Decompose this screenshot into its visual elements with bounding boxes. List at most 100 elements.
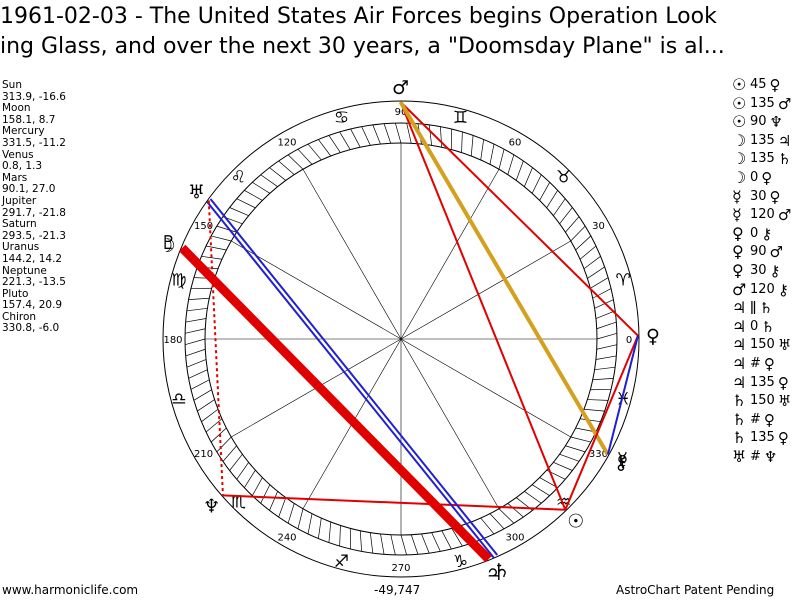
aspect-planet-2: ♃ bbox=[777, 131, 792, 150]
band-tick bbox=[489, 143, 495, 165]
aspect-row: ♃ 0 ♄ bbox=[732, 316, 791, 337]
aspect-row: ♀ 0 ⚷ bbox=[732, 223, 791, 244]
zodiac-glyph: ♊ bbox=[453, 108, 468, 128]
aspect-value: 0 bbox=[750, 225, 759, 241]
band-tick bbox=[328, 521, 332, 543]
band-tick bbox=[570, 436, 591, 443]
aspect-planet-1: ♀ bbox=[732, 223, 744, 243]
band-tick bbox=[531, 484, 550, 496]
band-tick bbox=[339, 525, 341, 547]
aspect-planet-2: ♂ bbox=[777, 94, 792, 113]
band-tick bbox=[244, 190, 263, 201]
band-tick bbox=[596, 344, 618, 350]
aspect-row: ♀ 90 ♂ bbox=[732, 243, 791, 262]
band-tick bbox=[570, 225, 586, 242]
band-tick bbox=[592, 378, 614, 381]
aspect-value: 30 bbox=[750, 262, 767, 278]
degree-label: 150 bbox=[194, 221, 213, 232]
aspect-planet-2: ♄ bbox=[761, 317, 775, 336]
spoke-line bbox=[400, 338, 500, 509]
band-tick bbox=[594, 299, 614, 309]
planet-neptune-coords: 221.3, -13.5 bbox=[2, 276, 66, 289]
planet-glyph: ♂ bbox=[392, 77, 409, 99]
aspect-planet-1: ☉ bbox=[732, 112, 747, 132]
aspect-planet-1: ♃ bbox=[732, 316, 747, 336]
band-tick bbox=[592, 288, 612, 299]
band-tick bbox=[186, 359, 207, 368]
aspect-row: ♃ ǁ ♄ bbox=[732, 299, 791, 318]
aspect-planet-2: ♆ bbox=[769, 113, 783, 132]
aspect-planet-1: ♀ bbox=[732, 242, 744, 262]
planet-pluto-name: Pluto bbox=[2, 287, 29, 300]
planet-jupiter-coords: 291.7, -21.8 bbox=[2, 206, 66, 219]
degree-label: 240 bbox=[277, 532, 296, 543]
aspect-value: 45 bbox=[750, 77, 767, 92]
aspect-row: ☿ 30 ♀ bbox=[732, 186, 791, 207]
band-tick bbox=[287, 503, 295, 524]
planet-pluto-coords: 157.4, 20.9 bbox=[2, 299, 63, 312]
aspect-planet-2: ⚷ bbox=[769, 261, 781, 280]
band-tick bbox=[596, 333, 618, 340]
aspect-row: ♅ # ♆ bbox=[732, 447, 791, 467]
band-tick bbox=[498, 149, 505, 170]
footer-credit: AstroChart Patent Pending bbox=[616, 583, 775, 597]
aspect-value: ǁ bbox=[750, 300, 757, 316]
degree-label: 210 bbox=[194, 449, 213, 460]
aspect-value: 150 bbox=[750, 393, 775, 409]
band-tick bbox=[390, 534, 396, 556]
aspect-value: # bbox=[750, 411, 761, 427]
band-tick bbox=[361, 126, 371, 146]
band-tick bbox=[317, 518, 322, 539]
aspect-line bbox=[207, 200, 224, 496]
band-tick bbox=[498, 508, 515, 524]
band-tick bbox=[278, 160, 295, 175]
band-tick bbox=[216, 225, 237, 233]
aspect-value: 120 bbox=[750, 207, 775, 223]
degree-label: 180 bbox=[163, 335, 182, 346]
band-tick bbox=[318, 139, 332, 157]
planet-glyph: ☽ bbox=[159, 235, 176, 257]
planet-glyph: ♃ bbox=[486, 563, 503, 585]
band-tick bbox=[229, 207, 249, 216]
planet-glyph: ♄ bbox=[493, 560, 510, 582]
band-tick bbox=[400, 534, 407, 556]
aspect-planet-2: ♆ bbox=[763, 447, 778, 466]
band-tick bbox=[595, 310, 616, 319]
aspect-line bbox=[398, 100, 610, 456]
band-tick bbox=[297, 148, 313, 165]
band-tick bbox=[395, 122, 402, 144]
band-tick bbox=[470, 135, 474, 157]
aspect-row: ♃ 135 ♀ bbox=[732, 373, 791, 393]
aspect-planet-1: ☿ bbox=[732, 186, 742, 206]
band-tick bbox=[307, 143, 322, 161]
band-tick bbox=[185, 318, 207, 323]
band-tick bbox=[451, 528, 463, 547]
band-tick bbox=[489, 513, 505, 530]
degree-label: 120 bbox=[277, 138, 296, 149]
planet-sun-coords: 313.9, -16.6 bbox=[2, 90, 66, 103]
chart-title: 1961-02-03 - The United States Air Force… bbox=[0, 2, 800, 62]
aspect-planet-2: ♀ bbox=[763, 354, 775, 373]
band-tick bbox=[515, 160, 524, 181]
band-tick bbox=[188, 369, 208, 379]
planet-neptune-name: Neptune bbox=[2, 264, 47, 277]
band-tick bbox=[580, 418, 601, 423]
band-tick bbox=[269, 167, 287, 181]
band-tick bbox=[410, 534, 419, 555]
aspect-value: 120 bbox=[750, 281, 775, 297]
band-tick bbox=[441, 530, 452, 550]
planet-moon-coords: 158.1, 8.7 bbox=[2, 113, 56, 126]
footer-site: www.harmoniclife.com bbox=[2, 583, 139, 597]
planet-mercury-coords: 331.5, -11.2 bbox=[2, 136, 66, 149]
aspect-line bbox=[564, 335, 639, 511]
aspect-value: 0 bbox=[750, 318, 759, 334]
band-tick bbox=[184, 338, 206, 345]
band-tick bbox=[350, 128, 361, 148]
aspect-planet-1: ☽ bbox=[732, 130, 747, 150]
band-tick bbox=[205, 418, 223, 433]
band-tick bbox=[553, 462, 573, 471]
aspect-value: 135 bbox=[750, 95, 775, 111]
band-tick bbox=[595, 355, 617, 360]
zodiac-glyph: ♑ bbox=[453, 552, 468, 572]
